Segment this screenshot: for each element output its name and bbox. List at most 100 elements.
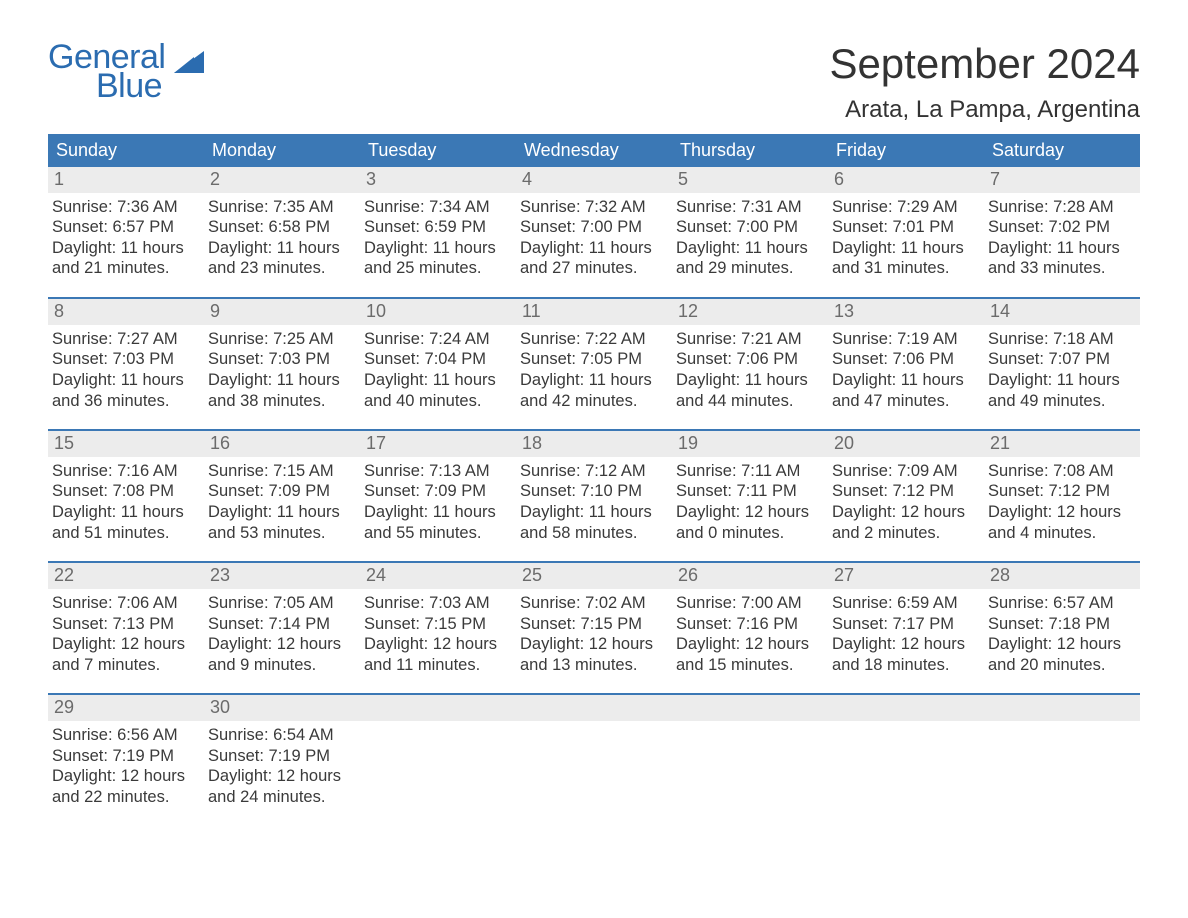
- calendar-day: 30Sunrise: 6:54 AMSunset: 7:19 PMDayligh…: [204, 695, 360, 807]
- day-day1: Daylight: 12 hours: [676, 634, 824, 655]
- calendar-week: 8Sunrise: 7:27 AMSunset: 7:03 PMDaylight…: [48, 297, 1140, 411]
- calendar-day: 21Sunrise: 7:08 AMSunset: 7:12 PMDayligh…: [984, 431, 1140, 543]
- day-sunrise: Sunrise: 7:11 AM: [676, 461, 824, 482]
- day-sunrise: Sunrise: 7:16 AM: [52, 461, 200, 482]
- day-day2: and 29 minutes.: [676, 258, 824, 279]
- day-details: Sunrise: 7:03 AMSunset: 7:15 PMDaylight:…: [360, 589, 516, 676]
- location-label: Arata, La Pampa, Argentina: [829, 96, 1140, 124]
- day-day1: Daylight: 11 hours: [832, 238, 980, 259]
- day-number: 28: [984, 563, 1140, 589]
- day-day2: and 27 minutes.: [520, 258, 668, 279]
- calendar-week: 29Sunrise: 6:56 AMSunset: 7:19 PMDayligh…: [48, 693, 1140, 807]
- day-sunrise: Sunrise: 7:25 AM: [208, 329, 356, 350]
- day-number: 20: [828, 431, 984, 457]
- day-number: 30: [204, 695, 360, 721]
- day-details: Sunrise: 7:12 AMSunset: 7:10 PMDaylight:…: [516, 457, 672, 544]
- day-sunrise: Sunrise: 6:56 AM: [52, 725, 200, 746]
- day-number: 23: [204, 563, 360, 589]
- day-number: 2: [204, 167, 360, 193]
- day-number: 8: [48, 299, 204, 325]
- calendar-day: 15Sunrise: 7:16 AMSunset: 7:08 PMDayligh…: [48, 431, 204, 543]
- day-details: Sunrise: 7:06 AMSunset: 7:13 PMDaylight:…: [48, 589, 204, 676]
- day-details: Sunrise: 6:54 AMSunset: 7:19 PMDaylight:…: [204, 721, 360, 808]
- day-number: 1: [48, 167, 204, 193]
- day-number: 9: [204, 299, 360, 325]
- calendar-day: 4Sunrise: 7:32 AMSunset: 7:00 PMDaylight…: [516, 167, 672, 279]
- day-details: Sunrise: 7:29 AMSunset: 7:01 PMDaylight:…: [828, 193, 984, 280]
- day-sunset: Sunset: 7:15 PM: [364, 614, 512, 635]
- day-details: Sunrise: 7:21 AMSunset: 7:06 PMDaylight:…: [672, 325, 828, 412]
- day-day1: Daylight: 11 hours: [676, 238, 824, 259]
- day-details: Sunrise: 7:27 AMSunset: 7:03 PMDaylight:…: [48, 325, 204, 412]
- calendar-page: General Blue September 2024 Arata, La Pa…: [0, 0, 1188, 807]
- day-sunrise: Sunrise: 7:19 AM: [832, 329, 980, 350]
- day-day1: Daylight: 12 hours: [208, 634, 356, 655]
- day-details: Sunrise: 6:59 AMSunset: 7:17 PMDaylight:…: [828, 589, 984, 676]
- day-details: Sunrise: 7:25 AMSunset: 7:03 PMDaylight:…: [204, 325, 360, 412]
- day-details: Sunrise: 7:18 AMSunset: 7:07 PMDaylight:…: [984, 325, 1140, 412]
- day-day2: and 33 minutes.: [988, 258, 1136, 279]
- day-sunset: Sunset: 7:05 PM: [520, 349, 668, 370]
- day-number: 24: [360, 563, 516, 589]
- calendar-day: 26Sunrise: 7:00 AMSunset: 7:16 PMDayligh…: [672, 563, 828, 675]
- dow-thursday: Thursday: [672, 134, 828, 167]
- day-sunrise: Sunrise: 7:18 AM: [988, 329, 1136, 350]
- calendar-day: 1Sunrise: 7:36 AMSunset: 6:57 PMDaylight…: [48, 167, 204, 279]
- day-number: [672, 695, 828, 721]
- day-day2: and 15 minutes.: [676, 655, 824, 676]
- day-details: Sunrise: 7:02 AMSunset: 7:15 PMDaylight:…: [516, 589, 672, 676]
- day-day1: Daylight: 12 hours: [676, 502, 824, 523]
- calendar-day: 19Sunrise: 7:11 AMSunset: 7:11 PMDayligh…: [672, 431, 828, 543]
- dow-friday: Friday: [828, 134, 984, 167]
- day-sunset: Sunset: 7:18 PM: [988, 614, 1136, 635]
- day-details: [984, 721, 1140, 725]
- day-details: Sunrise: 6:56 AMSunset: 7:19 PMDaylight:…: [48, 721, 204, 808]
- logo-text-blue: Blue: [96, 69, 204, 103]
- day-details: Sunrise: 7:28 AMSunset: 7:02 PMDaylight:…: [984, 193, 1140, 280]
- dow-saturday: Saturday: [984, 134, 1140, 167]
- day-sunrise: Sunrise: 7:12 AM: [520, 461, 668, 482]
- day-day1: Daylight: 11 hours: [208, 238, 356, 259]
- calendar-day: [516, 695, 672, 807]
- calendar-day: 27Sunrise: 6:59 AMSunset: 7:17 PMDayligh…: [828, 563, 984, 675]
- title-block: September 2024 Arata, La Pampa, Argentin…: [829, 40, 1140, 134]
- day-sunset: Sunset: 7:00 PM: [520, 217, 668, 238]
- day-day1: Daylight: 11 hours: [520, 238, 668, 259]
- calendar-day: 14Sunrise: 7:18 AMSunset: 7:07 PMDayligh…: [984, 299, 1140, 411]
- day-details: Sunrise: 7:34 AMSunset: 6:59 PMDaylight:…: [360, 193, 516, 280]
- day-details: Sunrise: 6:57 AMSunset: 7:18 PMDaylight:…: [984, 589, 1140, 676]
- day-number: 15: [48, 431, 204, 457]
- day-number: 22: [48, 563, 204, 589]
- day-day1: Daylight: 11 hours: [364, 370, 512, 391]
- day-details: Sunrise: 7:16 AMSunset: 7:08 PMDaylight:…: [48, 457, 204, 544]
- header: General Blue September 2024 Arata, La Pa…: [48, 40, 1140, 134]
- calendar-day: 25Sunrise: 7:02 AMSunset: 7:15 PMDayligh…: [516, 563, 672, 675]
- day-details: Sunrise: 7:24 AMSunset: 7:04 PMDaylight:…: [360, 325, 516, 412]
- day-sunrise: Sunrise: 7:00 AM: [676, 593, 824, 614]
- day-day2: and 2 minutes.: [832, 523, 980, 544]
- day-sunset: Sunset: 6:57 PM: [52, 217, 200, 238]
- day-day1: Daylight: 11 hours: [520, 502, 668, 523]
- day-day1: Daylight: 12 hours: [832, 634, 980, 655]
- day-number: [516, 695, 672, 721]
- day-sunset: Sunset: 7:03 PM: [52, 349, 200, 370]
- day-number: 16: [204, 431, 360, 457]
- day-sunrise: Sunrise: 7:09 AM: [832, 461, 980, 482]
- day-day2: and 31 minutes.: [832, 258, 980, 279]
- calendar-day: 10Sunrise: 7:24 AMSunset: 7:04 PMDayligh…: [360, 299, 516, 411]
- day-day1: Daylight: 11 hours: [988, 370, 1136, 391]
- day-day1: Daylight: 12 hours: [52, 766, 200, 787]
- day-number: 29: [48, 695, 204, 721]
- day-of-week-header: Sunday Monday Tuesday Wednesday Thursday…: [48, 134, 1140, 167]
- day-number: 17: [360, 431, 516, 457]
- day-day2: and 47 minutes.: [832, 391, 980, 412]
- day-details: Sunrise: 7:19 AMSunset: 7:06 PMDaylight:…: [828, 325, 984, 412]
- dow-tuesday: Tuesday: [360, 134, 516, 167]
- day-number: 14: [984, 299, 1140, 325]
- day-sunset: Sunset: 7:04 PM: [364, 349, 512, 370]
- day-sunrise: Sunrise: 7:05 AM: [208, 593, 356, 614]
- day-sunset: Sunset: 7:19 PM: [208, 746, 356, 767]
- day-day2: and 23 minutes.: [208, 258, 356, 279]
- day-sunrise: Sunrise: 7:34 AM: [364, 197, 512, 218]
- day-sunset: Sunset: 7:00 PM: [676, 217, 824, 238]
